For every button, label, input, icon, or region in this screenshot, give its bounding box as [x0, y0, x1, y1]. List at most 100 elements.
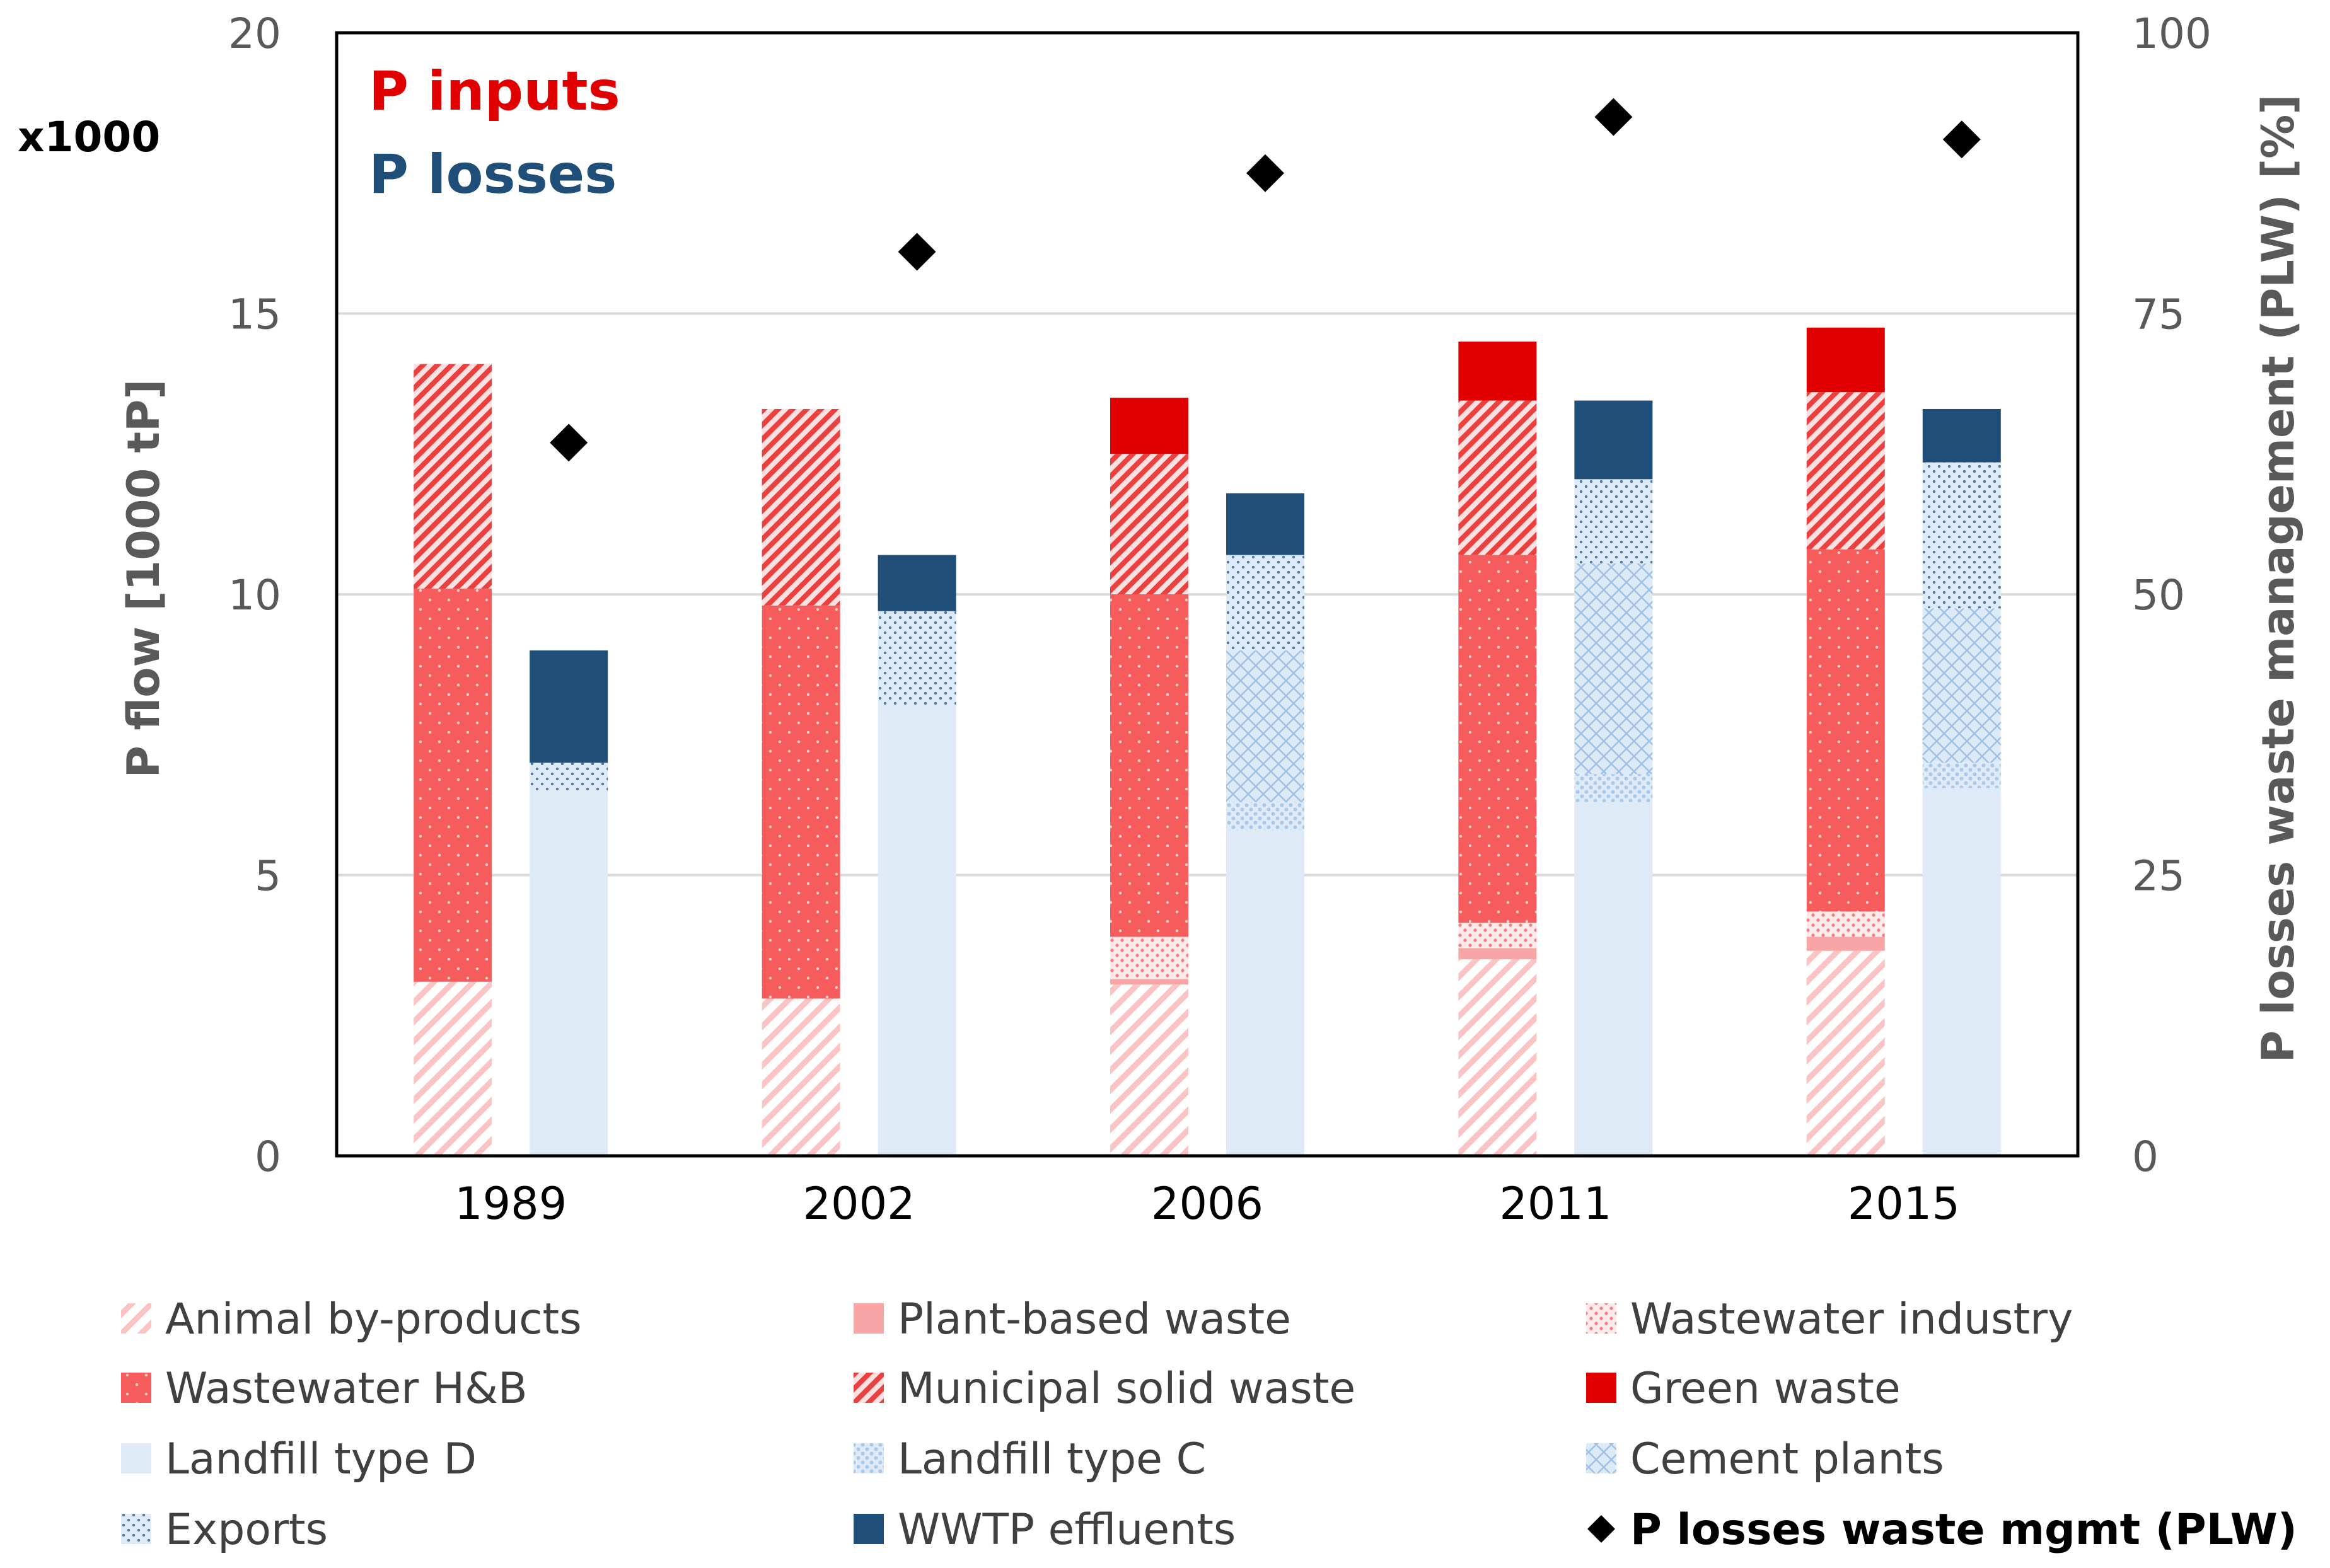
y-tick-label: 10 — [228, 571, 281, 620]
bar-wwtp-2006 — [1226, 493, 1304, 555]
bar-wwtp-2015 — [1922, 408, 2001, 463]
bar-green-2011 — [1458, 342, 1537, 401]
plw-marker-2011 — [1594, 98, 1633, 136]
bar-wwind-2015 — [1806, 911, 1885, 937]
bar-msw-1989 — [414, 364, 492, 589]
plw-marker-1989 — [550, 424, 588, 462]
y2-tick-label: 25 — [2132, 852, 2185, 901]
x-tick-label: 2011 — [1499, 1178, 1611, 1230]
bar-lfc-2006 — [1226, 802, 1304, 831]
bar-lfd-2002 — [878, 706, 956, 1156]
annotation-p-inputs: P inputs — [369, 60, 620, 123]
bar-animal-2006 — [1110, 984, 1188, 1156]
bar-green-2015 — [1806, 327, 1885, 393]
bar-wwhb-2015 — [1806, 549, 1885, 912]
bars — [414, 327, 2001, 1156]
x-tick-label: 2006 — [1151, 1178, 1263, 1230]
bar-wwtp-1989 — [530, 650, 608, 763]
y2-tick-label: 50 — [2132, 571, 2185, 620]
bar-wwhb-2011 — [1458, 555, 1537, 923]
bar-wwtp-2011 — [1574, 400, 1653, 480]
bar-lfc-2011 — [1574, 774, 1653, 802]
plw-marker-2006 — [1246, 154, 1284, 192]
bar-cement-2011 — [1574, 563, 1653, 775]
y2-tick-label: 100 — [2132, 9, 2211, 58]
legend-label-msw: Municipal solid waste — [898, 1364, 1355, 1414]
bar-lfd-1989 — [530, 790, 608, 1156]
bar-animal-2011 — [1458, 959, 1537, 1156]
bar-msw-2006 — [1110, 454, 1188, 594]
bar-exports-2006 — [1226, 555, 1304, 651]
legend-label-lfc: Landfill type C — [898, 1434, 1206, 1484]
legend-marker-plw — [1587, 1515, 1615, 1543]
bar-msw-2011 — [1458, 400, 1537, 555]
legend-label-plant: Plant-based waste — [898, 1294, 1291, 1344]
legend-swatch-plant — [854, 1303, 884, 1334]
legend-swatch-wwtp — [854, 1514, 884, 1544]
y-axis-ticks: 0 5 10 15 20 — [228, 9, 281, 1181]
bar-animal-2015 — [1806, 950, 1885, 1156]
gridlines — [337, 312, 2078, 877]
plot-frame — [335, 31, 2080, 1158]
x-tick-label: 2015 — [1848, 1178, 1960, 1230]
bar-wwind-2006 — [1110, 937, 1188, 979]
bar-wwhb-1989 — [414, 589, 492, 982]
bar-animal-2002 — [762, 998, 840, 1156]
bar-wwhb-2006 — [1110, 594, 1188, 937]
annotation-p-losses: P losses — [369, 143, 617, 206]
bar-lfd-2006 — [1226, 830, 1304, 1156]
legend-swatch-lfd — [121, 1443, 151, 1473]
bar-plant-2006 — [1110, 979, 1188, 985]
bar-cement-2006 — [1226, 650, 1304, 802]
legend-swatch-wwind — [1586, 1303, 1616, 1334]
bar-green-2006 — [1110, 398, 1188, 454]
legend-label-lfd: Landfill type D — [165, 1434, 477, 1484]
legend-label-wwhb: Wastewater H&B — [165, 1364, 528, 1414]
y2-tick-label: 75 — [2132, 291, 2185, 339]
legend-label-cement: Cement plants — [1630, 1434, 1944, 1484]
plw-marker-2002 — [898, 233, 936, 271]
legend-label-exports: Exports — [165, 1505, 328, 1555]
legend-swatch-animal — [121, 1303, 151, 1334]
bar-cement-2015 — [1922, 608, 2001, 763]
bar-exports-2015 — [1922, 462, 2001, 609]
bar-lfd-2011 — [1574, 802, 1653, 1156]
x-axis-ticks: 1989 2002 2006 2011 2015 — [455, 1178, 1960, 1230]
legend-label-wwind: Wastewater industry — [1630, 1294, 2073, 1344]
y-tick-label: 5 — [255, 852, 281, 901]
legend-label-animal: Animal by-products — [165, 1294, 582, 1344]
x-tick-label: 2002 — [803, 1178, 915, 1230]
bar-plant-2015 — [1806, 937, 1885, 951]
y-tick-label: 15 — [228, 291, 281, 339]
plw-marker-2015 — [1942, 120, 1981, 159]
bar-wwind-2011 — [1458, 923, 1537, 948]
legend-swatch-wwhb — [121, 1373, 151, 1403]
bar-wwhb-2002 — [762, 605, 840, 999]
bar-msw-2015 — [1806, 392, 1885, 550]
legend-label-wwtp: WWTP effluents — [898, 1505, 1236, 1555]
x-tick-label: 1989 — [455, 1178, 567, 1230]
plw-markers — [550, 98, 1981, 462]
bar-lfd-2015 — [1922, 788, 2001, 1156]
y-tick-label: 20 — [228, 9, 281, 58]
legend: Animal by-products Plant-based waste Waste… — [121, 1294, 2297, 1555]
multiplier-label: x1000 — [18, 113, 160, 161]
bar-msw-2002 — [762, 408, 840, 606]
bar-plant-2011 — [1458, 948, 1537, 960]
legend-swatch-green — [1586, 1373, 1616, 1403]
bar-exports-2011 — [1574, 479, 1653, 563]
y-axis-label: P flow [1000 tP] — [118, 379, 170, 778]
y-tick-label: 0 — [255, 1133, 281, 1181]
bar-lfc-2015 — [1922, 763, 2001, 788]
y2-tick-label: 0 — [2132, 1133, 2159, 1181]
legend-label-green: Green waste — [1630, 1364, 1901, 1414]
y2-axis-ticks: 0 25 50 75 100 — [2132, 9, 2211, 1181]
bar-wwtp-2002 — [878, 555, 956, 611]
legend-swatch-msw — [854, 1373, 884, 1403]
bar-exports-2002 — [878, 611, 956, 707]
bar-exports-1989 — [530, 763, 608, 791]
bar-animal-1989 — [414, 981, 492, 1156]
legend-swatch-exports — [121, 1514, 151, 1544]
y2-axis-label: P losses waste management (PLW) [%] — [2252, 95, 2304, 1063]
